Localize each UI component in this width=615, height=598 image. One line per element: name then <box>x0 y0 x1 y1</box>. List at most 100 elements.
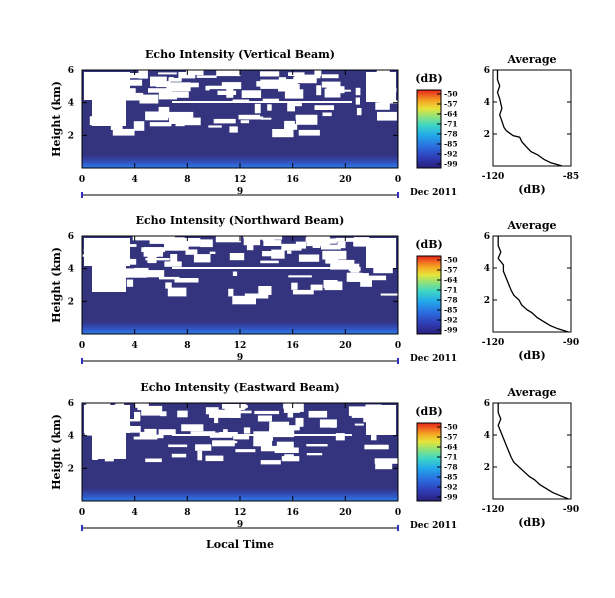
no-data-cell <box>160 411 167 417</box>
no-data-cell <box>330 259 355 270</box>
no-data-block <box>92 266 126 292</box>
colorbar-tick-label: -57 <box>444 100 458 109</box>
no-data-cell <box>159 276 180 280</box>
no-data-cell <box>335 433 345 441</box>
no-data-cell <box>258 286 272 295</box>
no-data-cell <box>171 453 187 458</box>
no-data-cell <box>205 455 224 462</box>
no-data-block <box>84 238 130 266</box>
x-tick-label: 4 <box>132 508 138 518</box>
no-data-cell <box>118 73 144 79</box>
no-data-cell <box>375 459 393 470</box>
no-data-cell <box>321 74 339 79</box>
y-axis-label: Height (km) <box>50 81 63 157</box>
colorbar-tick-label: -71 <box>444 286 458 295</box>
x-tick-label: 16 <box>286 341 299 351</box>
no-data-cell <box>267 84 292 89</box>
y-tick-label: 6 <box>68 66 74 76</box>
no-data-cell <box>208 85 231 90</box>
no-data-cell <box>355 87 361 96</box>
no-data-cell <box>291 103 302 107</box>
no-data-cell <box>306 236 330 247</box>
no-data-cell <box>364 444 389 450</box>
x-tick-label: 20 <box>339 341 352 351</box>
no-data-block <box>366 72 396 102</box>
profile-y-tick-label: 6 <box>484 399 490 409</box>
no-data-cell <box>197 450 203 461</box>
no-data-cell <box>126 279 134 287</box>
x-tick-label: 8 <box>184 175 190 185</box>
no-data-cell <box>233 436 250 440</box>
no-data-cell <box>291 282 298 290</box>
no-data-cell <box>205 85 210 91</box>
no-data-cell <box>148 88 173 93</box>
no-data-cell <box>269 428 295 438</box>
colorbar-tick-label: -78 <box>444 296 458 305</box>
y-tick-label: 2 <box>68 131 74 141</box>
no-data-cell <box>253 431 273 441</box>
x-tick-label: 0 <box>395 508 401 518</box>
no-data-cell <box>262 251 276 257</box>
no-data-cell <box>326 86 345 94</box>
no-data-cell <box>215 236 241 243</box>
colorbar-tick-label: -92 <box>444 316 458 325</box>
no-data-cell <box>260 445 278 452</box>
surface-echo <box>82 154 398 168</box>
no-data-cell <box>232 99 250 103</box>
no-data-cell <box>179 117 201 126</box>
profile-y-tick-label: 4 <box>484 98 490 108</box>
no-data-block <box>84 72 130 100</box>
x-tick-label: 0 <box>79 508 85 518</box>
colorbar-tick-label: -50 <box>444 256 458 265</box>
profile-x-tick-label: -85 <box>563 172 579 182</box>
no-data-cell <box>145 111 169 121</box>
colorbar-tick-label: -85 <box>444 473 458 482</box>
heatmap-title: Echo Intensity (Eastward Beam) <box>140 381 339 394</box>
no-data-cell <box>286 86 298 94</box>
no-data-cell <box>288 275 312 278</box>
no-data-cell <box>306 444 328 447</box>
colorbar-tick-label: -71 <box>444 453 458 462</box>
no-data-cell <box>310 284 323 291</box>
no-data-cell <box>346 272 363 282</box>
no-data-cell <box>314 70 322 77</box>
no-data-cell <box>143 247 163 257</box>
no-data-cell <box>234 410 252 414</box>
profile-x-tick-label: -90 <box>563 338 579 348</box>
no-data-cell <box>228 288 234 297</box>
profile-x-label: (dB) <box>518 516 545 529</box>
no-data-block <box>92 100 126 126</box>
no-data-cell <box>281 456 300 462</box>
x-tick-label: 12 <box>234 508 247 518</box>
no-data-cell <box>284 425 300 431</box>
x-tick-label: 0 <box>79 175 85 185</box>
colorbar-tick-label: -50 <box>444 90 458 99</box>
no-data-cell <box>229 126 238 133</box>
no-data-cell <box>272 129 294 138</box>
y-tick-label: 4 <box>68 265 74 275</box>
no-data-cell <box>287 409 294 418</box>
colorbar-tick-label: -92 <box>444 483 458 492</box>
no-data-cell <box>316 85 322 96</box>
x-tick-label: 8 <box>184 508 190 518</box>
profile-line <box>497 403 569 500</box>
no-data-cell <box>298 254 320 262</box>
x-tick-label: 16 <box>286 508 299 518</box>
profile-x-tick-label: -120 <box>482 172 505 182</box>
no-data-cell <box>139 431 156 440</box>
no-data-cell <box>246 241 254 251</box>
profile-y-tick-label: 4 <box>484 431 490 441</box>
no-data-cell <box>287 102 295 112</box>
profile-title: Average <box>506 53 556 66</box>
no-data-cell <box>274 447 299 453</box>
no-data-cell <box>287 250 292 254</box>
no-data-cell <box>177 410 188 418</box>
colorbar-tick-label: -57 <box>444 266 458 275</box>
no-data-block <box>366 238 396 268</box>
no-data-cell <box>378 265 393 272</box>
no-data-cell <box>254 103 261 114</box>
no-data-cell <box>295 417 304 427</box>
no-data-cell <box>222 404 247 409</box>
no-data-cell <box>321 81 341 88</box>
no-data-cell <box>168 77 174 81</box>
